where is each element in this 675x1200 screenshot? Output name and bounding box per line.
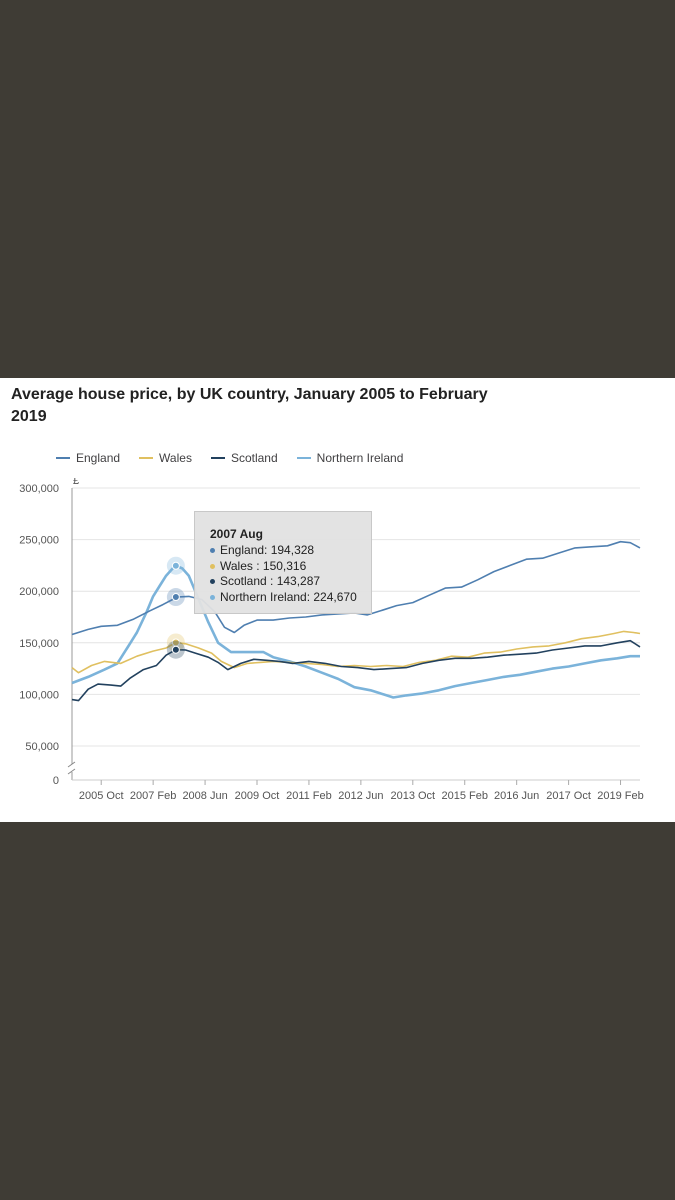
y-tick-label: 0 [53,775,59,787]
series-line-wales [71,630,641,674]
chart-legend: England Wales Scotland Northern Ireland [56,451,422,465]
tooltip-dot-scotland [210,579,215,585]
x-tick-label: 2015 Feb [441,790,487,802]
y-tick-label: 100,000 [19,689,59,701]
legend-swatch-northern-ireland [296,457,311,459]
x-tick-label: 2017 Oct [546,790,591,802]
line-chart-plot[interactable]: 0 50,000 100,000 150,000 200,000 250,000 300,0… [0,478,675,808]
legend-swatch-wales [139,457,154,459]
y-tick-label: 300,000 [19,483,59,495]
legend-swatch-england [56,457,70,459]
tooltip-row-wales: Wales : 150,316 [210,559,371,575]
legend-label-england: England [76,451,121,465]
legend-label-wales: Wales [159,451,192,465]
y-tick-label: 150,000 [19,638,59,650]
legend-item-wales[interactable]: Wales [139,451,192,465]
y-axis-unit-label: £ [73,478,79,487]
x-tick-label: 2007 Feb [130,790,176,802]
chart-card: Average house price, by UK country, Janu… [0,378,675,822]
y-tick-label: 250,000 [19,535,59,547]
tooltip-row-northern-ireland: Northern Ireland: 224,670 [210,590,371,606]
y-tick-label: 50,000 [25,741,59,753]
highlight-point-northern-ireland [171,561,180,570]
tooltip-text-scotland: Scotland : 143,287 [220,574,321,588]
tooltip-text-wales: Wales : 150,316 [220,558,307,573]
tooltip-title: 2007 Aug [210,527,263,541]
hover-tooltip: 2007 Aug England: 194,328 Wales : 150,31… [194,511,372,614]
chart-title: Average house price, by UK country, Janu… [11,386,488,425]
series-line-scotland [71,639,641,702]
highlight-point-england [171,593,180,602]
x-tick-label: 2005 Oct [79,790,124,802]
x-tick-label: 2011 Feb [286,790,332,802]
x-tick-label: 2016 Jun [494,790,539,802]
tooltip-text-northern-ireland: Northern Ireland: 224,670 [220,589,357,604]
legend-item-northern-ireland[interactable]: Northern Ireland [296,451,404,465]
y-tick-label: 200,000 [19,586,59,598]
highlight-point-scotland [171,645,180,654]
x-tick-label: 2009 Oct [235,790,280,802]
tooltip-row-england: England: 194,328 [210,543,371,559]
tooltip-text-england: England: 194,328 [220,543,315,557]
series-line-northern-ireland [71,564,640,699]
legend-label-northern-ireland: Northern Ireland [316,451,404,465]
legend-label-scotland: Scotland [230,451,278,465]
legend-item-scotland[interactable]: Scotland [210,451,278,465]
x-tick-label: 2008 Jun [182,790,227,802]
x-tick-label: 2019 Feb [597,790,643,802]
tooltip-dot-northern-ireland [210,594,215,600]
x-tick-label: 2012 Jun [338,790,383,802]
tooltip-dot-england [210,548,215,554]
tooltip-dot-wales [210,563,215,569]
legend-item-england[interactable]: England [56,451,120,465]
legend-swatch-scotland [210,457,225,459]
axis-break-mark [67,768,76,775]
axis-break-mark [67,761,76,768]
tooltip-row-scotland: Scotland : 143,287 [210,574,371,590]
x-tick-label: 2013 Oct [390,790,435,802]
